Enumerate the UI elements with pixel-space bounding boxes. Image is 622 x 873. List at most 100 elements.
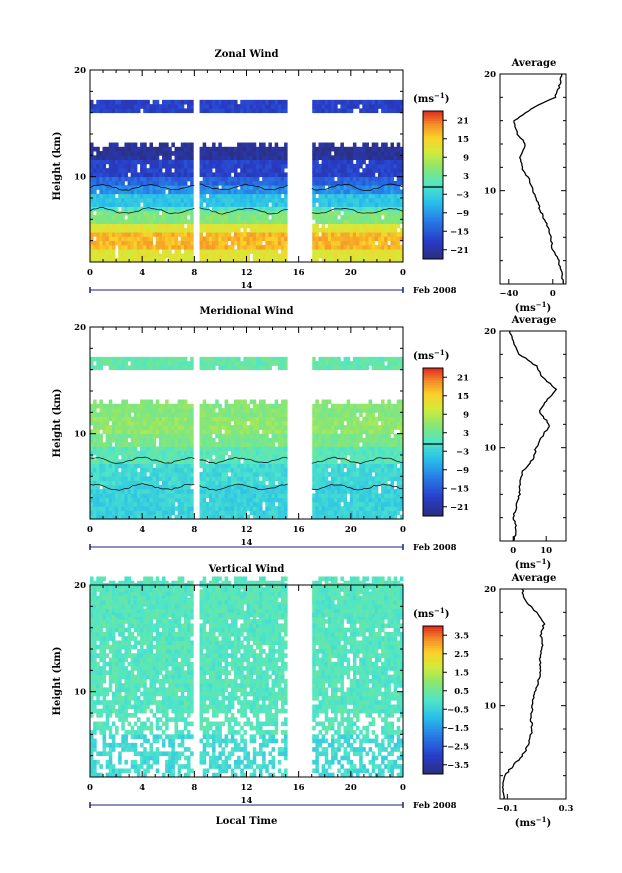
heatmap-cell xyxy=(130,108,135,114)
heatmap-cell xyxy=(374,108,379,114)
heatmap-cell xyxy=(359,257,363,263)
heatmap-cell xyxy=(368,151,373,156)
heatmap-cell xyxy=(99,240,103,246)
heatmap-cell xyxy=(280,168,285,173)
heatmap-cell xyxy=(284,429,288,435)
heatmap-cell xyxy=(371,99,376,105)
heatmap-cell xyxy=(215,236,219,242)
heatmap-cell xyxy=(155,493,160,499)
heatmap-cell xyxy=(212,198,216,203)
heatmap-cell xyxy=(215,467,219,473)
heatmap-cell xyxy=(158,484,163,490)
heatmap-cell xyxy=(252,429,257,435)
heatmap-cell xyxy=(205,108,210,114)
heatmap-cell xyxy=(136,253,141,259)
heatmap-cell xyxy=(340,514,344,520)
heatmap-cell xyxy=(187,408,191,413)
heatmap-cell xyxy=(346,193,351,199)
heatmap-cell xyxy=(190,408,194,413)
contour-line xyxy=(89,183,195,191)
heatmap-cell xyxy=(152,412,157,417)
heatmap-cell xyxy=(243,450,247,456)
heatmap-cell xyxy=(133,227,138,233)
heatmap-cell xyxy=(224,257,229,263)
heatmap-cell xyxy=(343,185,348,190)
heatmap-cell xyxy=(90,244,94,250)
heatmap-cell xyxy=(218,206,222,212)
heatmap-cell xyxy=(334,198,338,203)
heatmap-cell xyxy=(280,232,285,237)
heatmap-cell xyxy=(324,215,329,220)
heatmap-cell xyxy=(133,257,138,263)
heatmap-cell xyxy=(133,163,138,169)
heatmap-cell xyxy=(374,227,379,233)
heatmap-cell xyxy=(105,484,110,490)
heatmap-cell xyxy=(312,180,316,186)
heatmap-cell xyxy=(384,249,388,254)
heatmap-cell xyxy=(240,497,244,503)
heatmap-cell xyxy=(165,472,169,477)
heatmap-cell xyxy=(280,412,285,417)
heatmap-cell xyxy=(399,236,404,242)
heatmap-cell xyxy=(115,176,119,182)
heatmap-cell xyxy=(161,198,166,203)
heatmap-cell xyxy=(90,446,94,452)
heatmap-cell xyxy=(215,416,219,422)
heatmap-cell xyxy=(146,403,150,409)
heatmap-cell xyxy=(105,240,110,246)
heatmap-cell xyxy=(118,484,122,490)
heatmap-cell xyxy=(331,472,335,477)
heatmap-cell xyxy=(155,472,160,477)
heatmap-cell xyxy=(377,215,382,220)
heatmap-cell xyxy=(321,227,326,233)
heatmap-cell xyxy=(127,244,132,250)
heatmap-cell xyxy=(271,403,276,409)
heatmap-cell xyxy=(143,244,147,250)
heatmap-cell xyxy=(199,412,204,417)
heatmap-cell xyxy=(102,253,107,259)
heatmap-cell xyxy=(280,467,285,473)
heatmap-cell xyxy=(243,480,247,486)
heatmap-cell xyxy=(265,493,269,499)
heatmap-cell xyxy=(318,450,323,456)
heatmap-cell xyxy=(346,215,351,220)
heatmap-cell xyxy=(130,99,135,105)
heatmap-cell xyxy=(143,232,147,237)
heatmap-cell xyxy=(149,215,153,220)
heatmap-cell xyxy=(205,442,210,447)
heatmap-cell xyxy=(262,180,266,186)
heatmap-cell xyxy=(158,416,163,422)
heatmap-cell xyxy=(321,437,326,443)
heatmap-cell xyxy=(161,446,166,452)
heatmap-cell xyxy=(243,399,247,405)
heatmap-cell xyxy=(277,459,282,464)
heatmap-cell xyxy=(349,198,354,203)
heatmap-cell xyxy=(324,365,329,371)
heatmap-cell xyxy=(158,176,163,182)
heatmap-cell xyxy=(108,437,113,443)
heatmap-cell xyxy=(387,168,391,173)
heatmap-cell xyxy=(105,176,110,182)
heatmap-cell xyxy=(174,151,179,156)
heatmap-cell xyxy=(90,146,94,152)
colorbar-swatch xyxy=(423,222,443,225)
heatmap-cell xyxy=(346,257,351,263)
heatmap-cell xyxy=(284,159,288,165)
heatmap-cell xyxy=(218,215,222,220)
heatmap-cell xyxy=(152,480,157,486)
heatmap-cell xyxy=(227,514,232,520)
heatmap-cell xyxy=(277,450,282,456)
heatmap-cell xyxy=(143,514,147,520)
heatmap-cell xyxy=(133,403,138,409)
heatmap-cell xyxy=(111,151,116,156)
heatmap-cell xyxy=(346,510,351,516)
heatmap-cell xyxy=(124,403,128,409)
heatmap-cell xyxy=(334,506,338,511)
heatmap-cell xyxy=(161,412,166,417)
heatmap-cell xyxy=(249,365,254,371)
heatmap-cell xyxy=(221,467,225,473)
heatmap-cell xyxy=(243,185,247,190)
heatmap-cell xyxy=(133,463,138,469)
heatmap-cell xyxy=(252,155,257,160)
heatmap-cell xyxy=(149,202,153,207)
